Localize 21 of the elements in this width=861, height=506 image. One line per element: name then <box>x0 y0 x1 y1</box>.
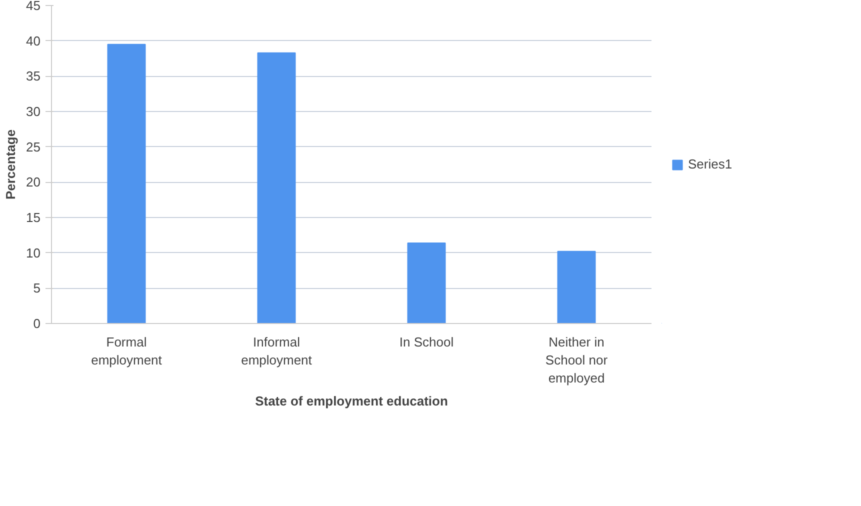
y-tick-label: 5 <box>33 280 41 296</box>
bar <box>107 44 146 324</box>
y-tick-label: 45 <box>26 0 41 13</box>
bar <box>557 250 596 324</box>
y-tick-label: 35 <box>26 68 41 84</box>
y-tick-label: 15 <box>26 210 41 225</box>
x-tick-label: In School <box>399 334 454 350</box>
x-tick-label: Neither in School nor employed <box>545 334 608 386</box>
y-tick-label: 20 <box>26 174 41 190</box>
y-axis-title: Percentage <box>3 129 18 200</box>
y-tick-label: 0 <box>33 316 41 331</box>
bar <box>257 52 296 324</box>
y-tick-label: 30 <box>26 104 41 119</box>
y-tick-label: 10 <box>26 245 41 260</box>
x-tick-label: Informal employment <box>241 334 312 368</box>
x-axis-title: State of employment education <box>255 394 448 408</box>
bar <box>407 242 446 324</box>
x-tick-label: Formal employment <box>91 334 162 368</box>
legend-label: Series1 <box>688 156 732 172</box>
y-tick-label: 40 <box>26 33 41 48</box>
y-tick-label: 25 <box>26 139 41 154</box>
